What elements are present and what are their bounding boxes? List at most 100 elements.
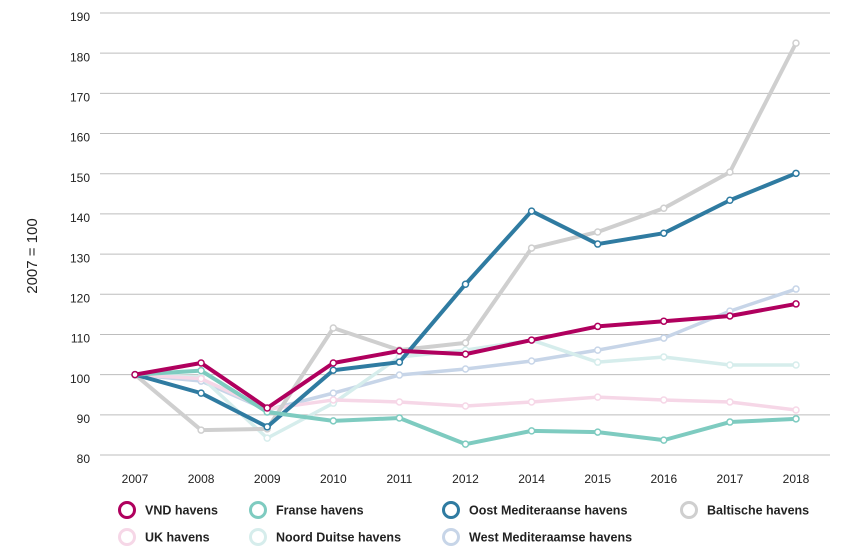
point xyxy=(527,357,536,365)
point xyxy=(792,285,800,293)
point xyxy=(395,358,404,366)
point xyxy=(726,418,734,426)
point xyxy=(461,350,470,358)
legend-marker xyxy=(680,501,698,519)
point xyxy=(527,398,536,406)
point xyxy=(593,228,602,236)
point xyxy=(660,229,668,237)
point xyxy=(329,396,338,404)
y-tick-label: 120 xyxy=(70,291,90,305)
legend-label: West Mediteraamse havens xyxy=(469,530,632,544)
point xyxy=(527,207,536,215)
point xyxy=(329,366,338,374)
point xyxy=(197,426,205,434)
point xyxy=(792,415,800,423)
x-tick-label: 2015 xyxy=(584,472,611,486)
point xyxy=(726,312,734,320)
legend-marker xyxy=(249,528,267,546)
point xyxy=(527,427,536,435)
legend-marker xyxy=(118,528,136,546)
y-tick-label: 180 xyxy=(70,50,90,64)
x-tick-label: 2016 xyxy=(650,472,677,486)
point xyxy=(263,423,271,431)
y-tick-label: 110 xyxy=(71,332,90,346)
point xyxy=(395,414,404,422)
x-tick-label: 2011 xyxy=(386,472,412,486)
y-tick-label: 170 xyxy=(70,91,90,105)
point xyxy=(726,168,734,176)
point xyxy=(527,244,536,252)
point xyxy=(792,169,800,178)
line xyxy=(134,171,797,429)
point xyxy=(329,359,338,367)
point xyxy=(461,402,470,410)
point xyxy=(792,406,800,414)
y-tick-label: 160 xyxy=(70,131,90,145)
point xyxy=(131,370,139,379)
legend-label: Noord Duitse havens xyxy=(276,530,401,544)
legend-marker xyxy=(442,528,460,546)
legend-label: Oost Mediteraanse havens xyxy=(469,503,627,517)
series xyxy=(131,300,800,412)
point xyxy=(660,334,668,342)
point xyxy=(197,366,205,375)
point xyxy=(726,398,734,406)
point xyxy=(329,324,338,332)
point xyxy=(593,428,602,436)
point xyxy=(461,365,470,373)
legend-marker xyxy=(249,501,267,519)
point xyxy=(792,300,800,308)
y-tick-label: 130 xyxy=(70,251,90,265)
point xyxy=(660,436,668,444)
x-tick-label: 2007 xyxy=(122,472,149,486)
point xyxy=(593,322,602,331)
y-tick-label: 100 xyxy=(70,372,90,386)
point xyxy=(329,417,338,425)
point xyxy=(329,389,338,397)
point xyxy=(593,358,602,366)
point xyxy=(792,39,800,47)
legend-label: Franse havens xyxy=(276,503,364,517)
point xyxy=(395,398,404,406)
point xyxy=(593,393,602,401)
y-tick-label: 80 xyxy=(77,452,91,466)
x-tick-label: 2017 xyxy=(717,472,744,486)
x-tick-label: 2014 xyxy=(518,472,545,486)
point xyxy=(593,240,602,248)
legend-marker xyxy=(118,501,136,519)
point xyxy=(660,396,668,404)
legend-label: Baltische havens xyxy=(707,503,809,517)
x-tick-label: 2010 xyxy=(320,472,347,486)
y-tick-label: 190 xyxy=(70,10,90,24)
legend-marker xyxy=(442,501,460,519)
point xyxy=(197,389,205,397)
legend-label: UK havens xyxy=(145,530,210,544)
point xyxy=(461,440,470,448)
point xyxy=(197,359,205,367)
point xyxy=(660,317,668,325)
point xyxy=(726,361,734,369)
series xyxy=(131,169,800,431)
point xyxy=(461,280,470,288)
y-tick-label: 140 xyxy=(70,211,90,225)
point xyxy=(660,204,668,213)
y-tick-label: 90 xyxy=(77,412,91,426)
x-tick-label: 2018 xyxy=(783,472,810,486)
x-tick-label: 2009 xyxy=(254,472,281,486)
x-tick-label: 2008 xyxy=(188,472,215,486)
point xyxy=(593,346,602,354)
point xyxy=(263,434,271,442)
point xyxy=(395,347,404,355)
y-axis-label: 2007 = 100 xyxy=(24,218,41,294)
point xyxy=(792,361,800,369)
point xyxy=(395,371,404,379)
point xyxy=(726,196,734,204)
point xyxy=(197,374,205,383)
x-tick-label: 2012 xyxy=(452,472,479,486)
legend-label: VND havens xyxy=(145,503,218,517)
y-tick-label: 150 xyxy=(70,171,90,185)
point xyxy=(527,336,536,344)
point xyxy=(660,353,668,361)
point xyxy=(461,339,470,347)
